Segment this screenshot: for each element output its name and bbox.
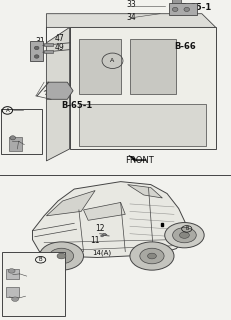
Circle shape bbox=[172, 7, 177, 12]
Bar bbox=[169, 4, 196, 15]
Text: B: B bbox=[39, 257, 42, 262]
Circle shape bbox=[147, 253, 156, 259]
Polygon shape bbox=[128, 155, 146, 162]
Text: 11: 11 bbox=[90, 236, 99, 245]
Circle shape bbox=[164, 222, 203, 248]
Bar bbox=[30, 41, 43, 61]
Circle shape bbox=[179, 232, 188, 238]
Text: 47: 47 bbox=[54, 34, 64, 43]
Circle shape bbox=[34, 46, 39, 50]
Bar bbox=[79, 39, 120, 94]
Circle shape bbox=[8, 269, 15, 273]
Bar bbox=[6, 269, 18, 279]
Text: B-66: B-66 bbox=[174, 42, 196, 51]
Circle shape bbox=[39, 242, 83, 270]
Bar bbox=[9, 137, 22, 151]
Bar bbox=[2, 252, 65, 316]
Circle shape bbox=[102, 233, 106, 236]
Circle shape bbox=[139, 248, 163, 264]
Bar bbox=[161, 222, 162, 226]
Circle shape bbox=[172, 228, 195, 243]
Text: FRONT: FRONT bbox=[124, 156, 153, 164]
Circle shape bbox=[100, 235, 103, 237]
Text: B-65-1: B-65-1 bbox=[180, 3, 211, 12]
Circle shape bbox=[129, 242, 173, 270]
Polygon shape bbox=[46, 28, 69, 161]
Text: B: B bbox=[184, 226, 188, 231]
Text: 34: 34 bbox=[126, 13, 135, 22]
Text: 86: 86 bbox=[15, 135, 24, 144]
Text: B-65-1: B-65-1 bbox=[61, 101, 92, 110]
Circle shape bbox=[57, 253, 66, 259]
Polygon shape bbox=[69, 28, 215, 149]
Polygon shape bbox=[46, 82, 73, 99]
Polygon shape bbox=[127, 185, 162, 198]
Bar bbox=[44, 50, 53, 53]
Bar bbox=[6, 287, 18, 297]
Text: A: A bbox=[110, 58, 114, 63]
Bar bbox=[171, 0, 180, 4]
Polygon shape bbox=[32, 182, 185, 258]
Polygon shape bbox=[83, 203, 125, 220]
Polygon shape bbox=[46, 190, 95, 216]
Circle shape bbox=[34, 55, 39, 58]
Circle shape bbox=[183, 7, 189, 12]
Text: 71(A): 71(A) bbox=[21, 145, 40, 151]
Text: VIEW: VIEW bbox=[9, 255, 29, 264]
Text: 14(B): 14(B) bbox=[7, 297, 26, 304]
Circle shape bbox=[49, 248, 73, 264]
Text: 14(A): 14(A) bbox=[92, 249, 111, 256]
Text: 71(B): 71(B) bbox=[43, 89, 62, 96]
Circle shape bbox=[12, 297, 18, 301]
Bar bbox=[79, 104, 206, 146]
Text: 49: 49 bbox=[54, 44, 64, 52]
Bar bbox=[44, 43, 53, 46]
Polygon shape bbox=[46, 14, 215, 43]
Text: A: A bbox=[6, 108, 9, 113]
Text: 12: 12 bbox=[95, 224, 104, 233]
Bar bbox=[1, 109, 42, 154]
Text: 33: 33 bbox=[126, 0, 135, 9]
Text: 31: 31 bbox=[36, 37, 45, 46]
Circle shape bbox=[10, 136, 15, 140]
Bar bbox=[129, 39, 176, 94]
